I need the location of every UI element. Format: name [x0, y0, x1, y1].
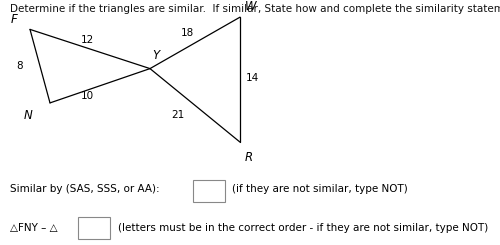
Text: (if they are not similar, type NOT): (if they are not similar, type NOT)	[232, 184, 408, 194]
Text: (letters must be in the correct order - if they are not similar, type NOT): (letters must be in the correct order - …	[118, 223, 488, 233]
Text: Determine if the triangles are similar.  If similar, State how and complete the : Determine if the triangles are similar. …	[10, 4, 500, 14]
Text: 18: 18	[181, 28, 194, 38]
Text: 12: 12	[81, 36, 94, 45]
Text: 8: 8	[16, 61, 24, 71]
Text: F: F	[11, 13, 18, 26]
Text: N: N	[24, 109, 32, 122]
Text: W: W	[245, 0, 256, 13]
Text: 14: 14	[246, 74, 259, 83]
FancyBboxPatch shape	[78, 217, 110, 239]
Text: Y: Y	[152, 49, 160, 62]
Text: Similar by (SAS, SSS, or AA):: Similar by (SAS, SSS, or AA):	[10, 184, 160, 194]
Text: R: R	[245, 151, 253, 164]
Text: △FNY – △: △FNY – △	[10, 223, 58, 233]
Text: 21: 21	[171, 110, 184, 120]
FancyBboxPatch shape	[192, 180, 225, 202]
Text: 10: 10	[81, 91, 94, 100]
